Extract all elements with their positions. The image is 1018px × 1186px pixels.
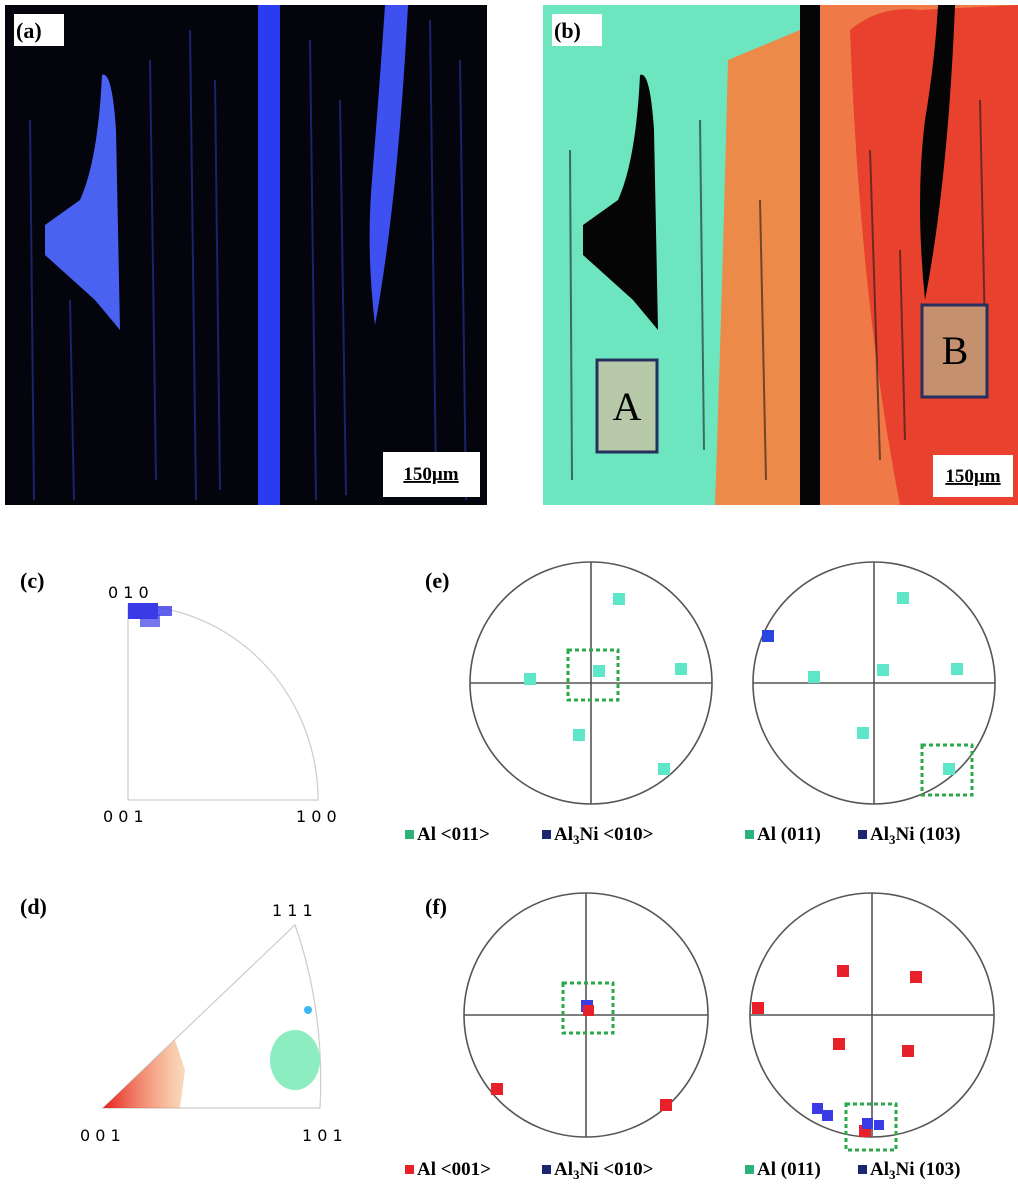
panel-label: (b): [554, 18, 581, 43]
legend-marker: [745, 830, 754, 839]
legend-marker: [858, 830, 867, 839]
ipf-points: [103, 1040, 185, 1108]
panel-label: (e): [425, 568, 449, 593]
legends: Al <011> Al3Ni <010> Al (011) Al3Ni (103)Al…: [405, 824, 960, 1182]
legend-label: Al3Ni (103): [870, 824, 960, 847]
ipf-points: [128, 603, 172, 627]
legend-text: 3: [573, 1167, 580, 1182]
legend-text: Al (011): [757, 1159, 821, 1180]
legend-text: Al: [870, 824, 889, 845]
legend-marker: [405, 1165, 414, 1174]
scale-bar: 150µm: [945, 466, 1000, 487]
legend-text: Ni (103): [896, 824, 961, 845]
panel-label: (c): [20, 568, 44, 593]
legend-text: 3: [889, 832, 896, 847]
pole-figure: [752, 561, 996, 805]
legend-label: Al <011>: [417, 824, 490, 845]
legend-label: Al (011): [757, 824, 821, 845]
pole-figure: [469, 561, 713, 805]
micrograph-a: (a) 150µm: [5, 5, 487, 505]
legend-marker: [745, 1165, 754, 1174]
panel-label: (d): [20, 894, 47, 919]
region-label: A: [613, 384, 642, 429]
panel-label: (f): [425, 894, 447, 919]
legend-label: Al (011): [757, 1159, 821, 1180]
legend-text: Ni <010>: [580, 824, 654, 845]
ipf-corner: 1 0 1: [302, 1126, 343, 1145]
legend-text: Ni (103): [896, 1159, 961, 1180]
pole-figure: [749, 892, 995, 1152]
ipf-corner: 1 1 1: [272, 901, 313, 920]
pole-figure: [463, 892, 709, 1138]
legend-text: Ni <010>: [580, 1159, 654, 1180]
ipf-triangle: [101, 923, 322, 1109]
legend-text: Al (011): [757, 824, 821, 845]
region-label: B: [942, 328, 969, 373]
legend-label: Al <001>: [417, 1159, 491, 1180]
legend-marker: [542, 1165, 551, 1174]
legend-text: Al: [554, 1159, 573, 1180]
ipf-corner: 0 1 0: [108, 583, 149, 602]
legend-text: 3: [573, 832, 580, 847]
ipf-points: [270, 1030, 320, 1090]
legend-label: Al3Ni <010>: [554, 824, 653, 847]
legend-marker: [542, 830, 551, 839]
legend-text: Al: [554, 824, 573, 845]
legend-text: Al <001>: [417, 1159, 491, 1180]
ipf-corner: 0 0 1: [80, 1126, 121, 1145]
ipf-corner: 1 0 0: [296, 807, 337, 826]
legend-marker: [405, 830, 414, 839]
panel-label: (a): [16, 18, 42, 43]
legend-marker: [858, 1165, 867, 1174]
ipf-corner: 0 0 1: [103, 807, 144, 826]
legend-label: Al3Ni (103): [870, 1159, 960, 1182]
micrograph-b: A B (b) 150µm: [543, 5, 1018, 505]
legend-label: Al3Ni <010>: [554, 1159, 653, 1182]
ipf-points: [304, 1006, 312, 1014]
legend-text: Al <011>: [417, 824, 490, 845]
scale-bar: 150µm: [403, 464, 458, 485]
legend-text: Al: [870, 1159, 889, 1180]
legend-text: 3: [889, 1167, 896, 1182]
ipf-sector: [127, 604, 319, 801]
